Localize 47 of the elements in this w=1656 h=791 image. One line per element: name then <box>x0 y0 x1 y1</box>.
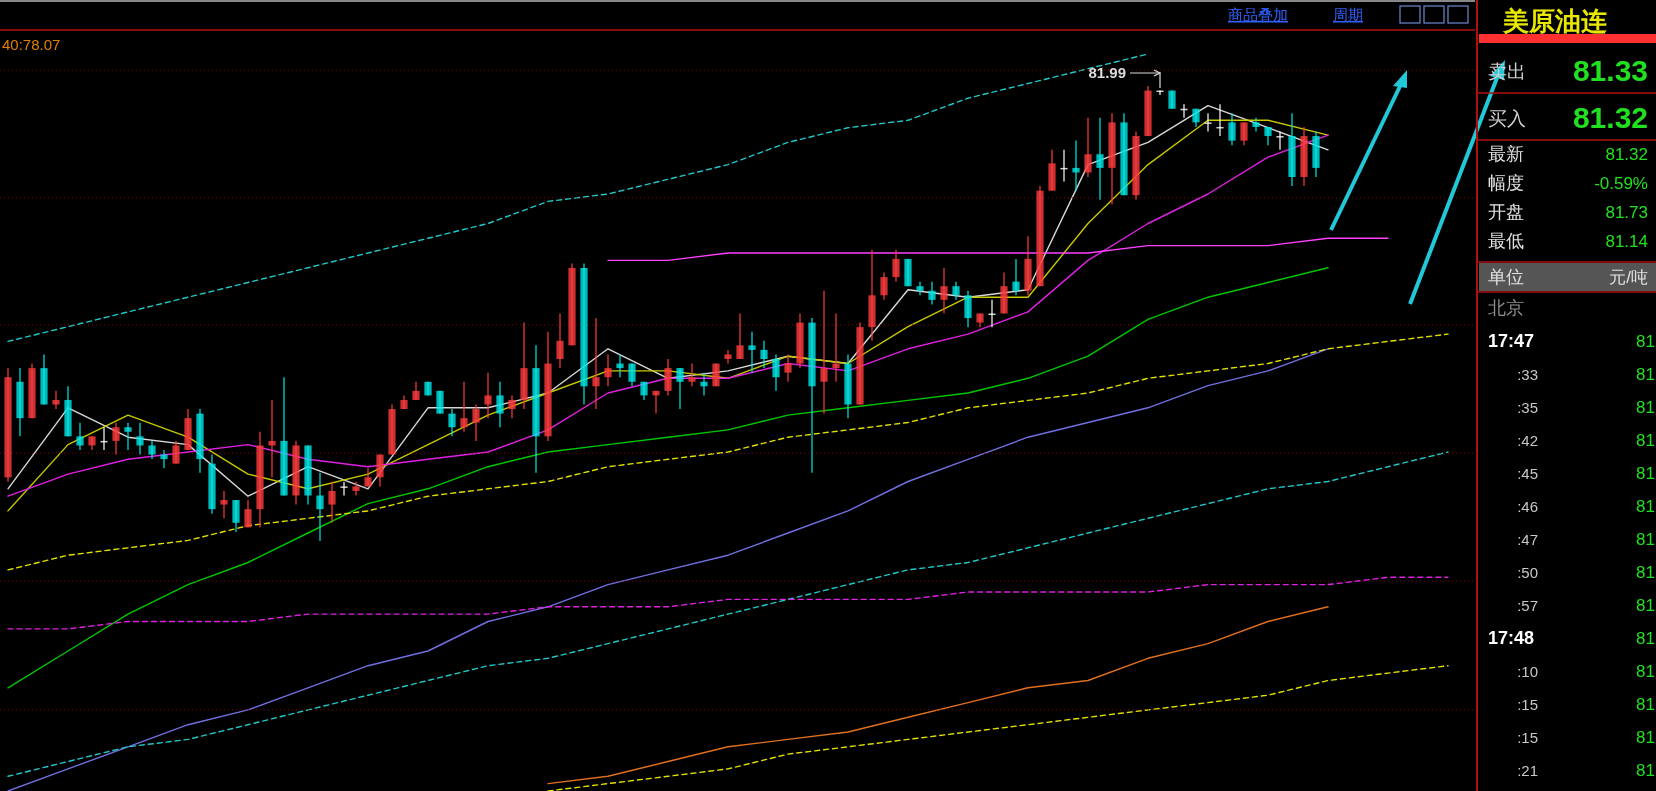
category-label: 最低 <box>1488 231 1524 251</box>
text: 81.33 <box>1572 54 1648 87</box>
text: 商品叠加 <box>1228 6 1288 23</box>
category-label: 最新 <box>1488 144 1524 164</box>
category-label: 幅度 <box>1488 173 1524 193</box>
category-label: :46 <box>1517 498 1538 515</box>
text: 81 <box>1636 464 1655 483</box>
category-label: :45 <box>1517 465 1538 482</box>
text: -0.59% <box>1594 174 1648 193</box>
text: 81 <box>1636 728 1655 747</box>
category-label: 北京 <box>1488 298 1524 318</box>
category-label: :15 <box>1517 729 1538 746</box>
text: 81.32 <box>1605 145 1648 164</box>
category-label: :33 <box>1517 366 1538 383</box>
category-label: :57 <box>1517 597 1538 614</box>
text: 81.14 <box>1605 232 1648 251</box>
category-label: :21 <box>1517 762 1538 779</box>
text: 40:78.07 <box>2 36 61 53</box>
text: 周期 <box>1333 6 1363 23</box>
category-label: :50 <box>1517 564 1538 581</box>
category-label: :10 <box>1517 663 1538 680</box>
text: 81 <box>1636 497 1655 516</box>
category-label: 单位 <box>1488 267 1524 287</box>
text: 81 <box>1636 332 1655 351</box>
text: 81 <box>1636 761 1655 780</box>
text: 81.73 <box>1605 203 1648 222</box>
category-label: 17:47 <box>1488 331 1535 351</box>
category-label: :42 <box>1517 432 1538 449</box>
text: 81.32 <box>1572 101 1648 134</box>
text: 81 <box>1636 365 1655 384</box>
category-label: :15 <box>1517 696 1538 713</box>
category-label: :35 <box>1517 399 1538 416</box>
text: 81 <box>1636 596 1655 615</box>
category-label: :47 <box>1517 531 1538 548</box>
annotation: 81.99 <box>1088 64 1126 81</box>
text: 81 <box>1636 629 1655 648</box>
text: 81 <box>1636 530 1655 549</box>
text: 81 <box>1636 563 1655 582</box>
text: 81 <box>1636 431 1655 450</box>
text: 81 <box>1636 398 1655 417</box>
category-label: 17:48 <box>1488 628 1535 648</box>
category-label: 买入 <box>1488 108 1526 129</box>
text: 元/吨 <box>1609 268 1648 287</box>
text: 81 <box>1636 695 1655 714</box>
text: 81 <box>1636 662 1655 681</box>
text: 美原油连 <box>1502 7 1607 36</box>
category-label: 开盘 <box>1488 202 1524 222</box>
